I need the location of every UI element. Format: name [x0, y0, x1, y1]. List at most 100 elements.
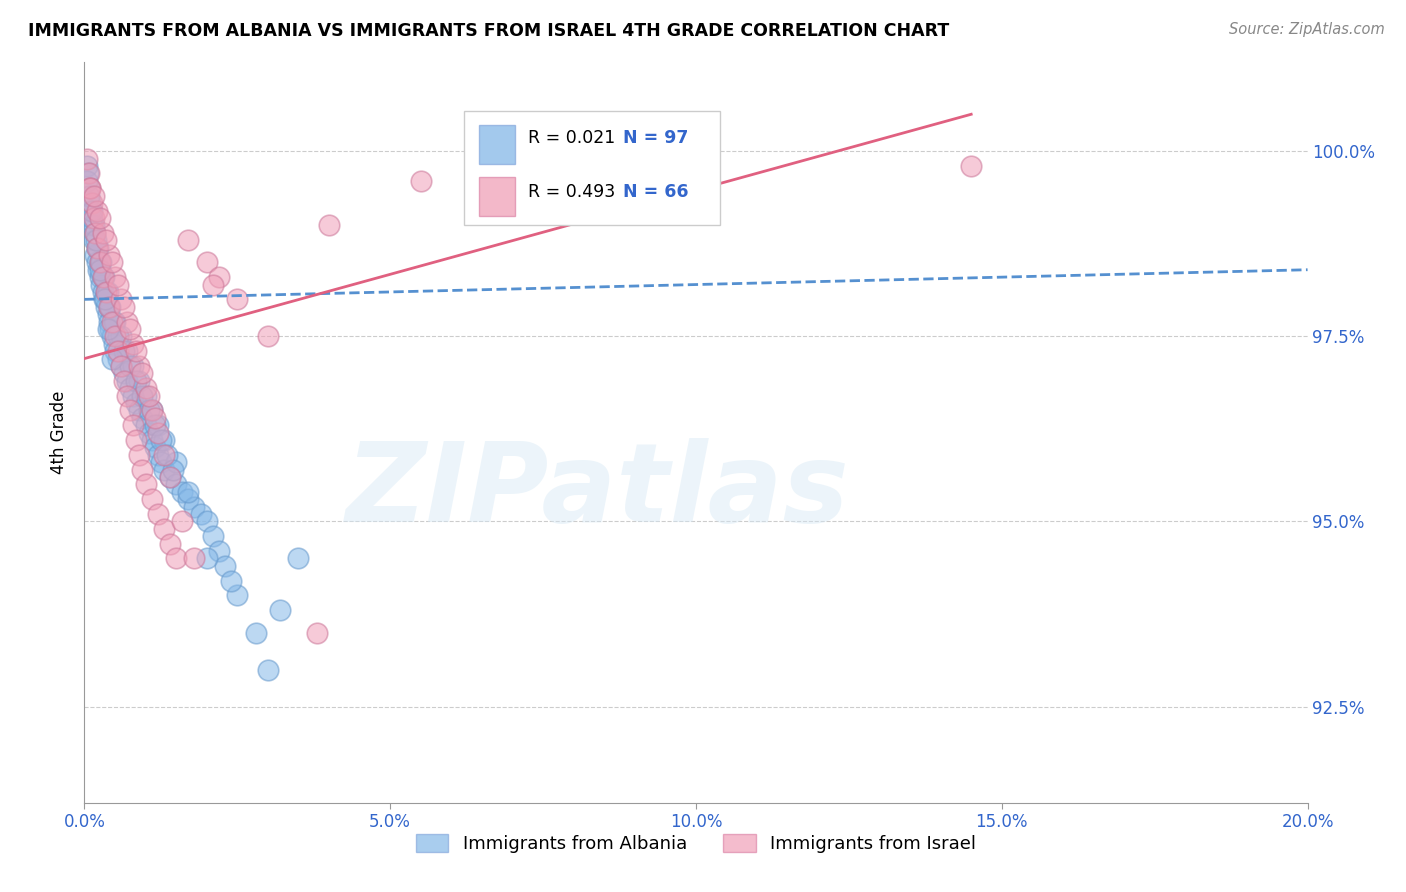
- Point: [115, 389, 138, 403]
- Point: [128, 403, 150, 417]
- Point: [104, 329, 127, 343]
- Point: [115, 374, 138, 388]
- Point: [101, 255, 124, 269]
- Point: [77, 181, 100, 195]
- Point: [125, 396, 148, 410]
- Point: [138, 403, 160, 417]
- Point: [208, 270, 231, 285]
- Point: [122, 418, 145, 433]
- Point: [287, 551, 309, 566]
- Point: [195, 255, 218, 269]
- Point: [94, 233, 117, 247]
- Point: [97, 248, 120, 262]
- Point: [87, 241, 110, 255]
- Point: [77, 167, 100, 181]
- Point: [149, 455, 172, 469]
- Point: [159, 470, 181, 484]
- Text: IMMIGRANTS FROM ALBANIA VS IMMIGRANTS FROM ISRAEL 4TH GRADE CORRELATION CHART: IMMIGRANTS FROM ALBANIA VS IMMIGRANTS FR…: [28, 22, 949, 40]
- Point: [97, 322, 120, 336]
- Point: [115, 344, 138, 359]
- Point: [86, 203, 108, 218]
- Point: [89, 211, 111, 225]
- Text: R = 0.493: R = 0.493: [529, 183, 616, 201]
- Point: [80, 211, 103, 225]
- Point: [94, 285, 117, 299]
- Point: [156, 448, 179, 462]
- Point: [84, 226, 107, 240]
- Point: [76, 174, 98, 188]
- Point: [79, 196, 101, 211]
- Point: [86, 255, 108, 269]
- Point: [131, 410, 153, 425]
- Point: [79, 181, 101, 195]
- Point: [409, 174, 432, 188]
- Point: [120, 359, 142, 373]
- Point: [83, 219, 105, 233]
- Point: [190, 507, 212, 521]
- Point: [86, 241, 108, 255]
- Point: [146, 425, 169, 440]
- Point: [87, 262, 110, 277]
- Point: [76, 152, 98, 166]
- Point: [91, 226, 114, 240]
- Point: [90, 255, 112, 269]
- Point: [98, 322, 121, 336]
- Point: [104, 315, 127, 329]
- Point: [135, 477, 157, 491]
- Point: [89, 262, 111, 277]
- Point: [128, 359, 150, 373]
- Point: [83, 233, 105, 247]
- Point: [128, 374, 150, 388]
- Point: [89, 255, 111, 269]
- Point: [77, 167, 100, 181]
- Point: [103, 315, 125, 329]
- Point: [172, 515, 194, 529]
- Point: [93, 270, 115, 285]
- Point: [93, 293, 115, 307]
- Point: [226, 293, 249, 307]
- Point: [97, 300, 120, 314]
- Point: [257, 329, 280, 343]
- Text: N = 66: N = 66: [623, 183, 688, 201]
- Point: [138, 425, 160, 440]
- Point: [107, 329, 129, 343]
- Point: [177, 233, 200, 247]
- Point: [98, 300, 121, 314]
- Point: [159, 470, 181, 484]
- Point: [125, 433, 148, 447]
- Point: [165, 455, 187, 469]
- Point: [83, 188, 105, 202]
- Point: [89, 255, 111, 269]
- Point: [125, 344, 148, 359]
- Point: [153, 462, 176, 476]
- Point: [269, 603, 291, 617]
- Point: [141, 433, 163, 447]
- Text: ZIPatlas: ZIPatlas: [346, 438, 851, 545]
- Point: [112, 374, 135, 388]
- Y-axis label: 4th Grade: 4th Grade: [51, 391, 69, 475]
- Point: [107, 351, 129, 366]
- Point: [131, 367, 153, 381]
- Point: [183, 551, 205, 566]
- Point: [110, 293, 132, 307]
- Point: [84, 248, 107, 262]
- Point: [97, 315, 120, 329]
- Point: [226, 589, 249, 603]
- Point: [153, 522, 176, 536]
- Point: [107, 344, 129, 359]
- Point: [201, 529, 224, 543]
- Point: [94, 300, 117, 314]
- Point: [91, 285, 114, 299]
- Point: [219, 574, 242, 588]
- Point: [91, 270, 114, 285]
- Point: [146, 448, 169, 462]
- Point: [165, 551, 187, 566]
- Point: [135, 418, 157, 433]
- Point: [101, 351, 124, 366]
- FancyBboxPatch shape: [479, 126, 515, 164]
- Text: R = 0.021: R = 0.021: [529, 129, 616, 147]
- Point: [120, 403, 142, 417]
- Point: [141, 492, 163, 507]
- Point: [122, 336, 145, 351]
- Point: [162, 462, 184, 476]
